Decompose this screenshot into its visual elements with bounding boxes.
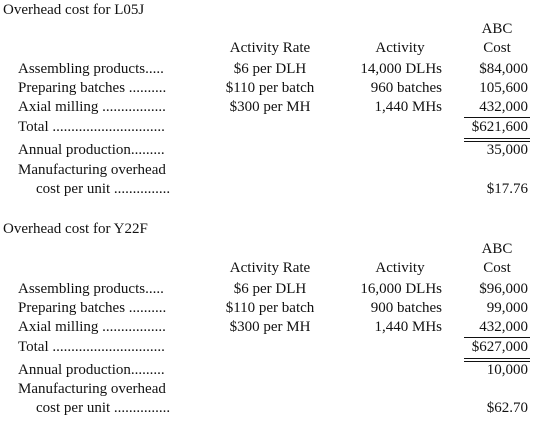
mfg-overhead-label: Manufacturing overhead xyxy=(18,381,166,397)
total-rule-lower xyxy=(464,141,530,142)
row-rate: $6 per DLH xyxy=(233,281,307,297)
total-rule-upper xyxy=(464,358,530,359)
row-cost: 99,000 xyxy=(486,300,528,316)
mfg-overhead-label: Manufacturing overhead xyxy=(18,162,166,178)
annual-production-value: 10,000 xyxy=(486,362,528,378)
row-cost: 105,600 xyxy=(479,80,528,96)
abc-header-line1: ABC xyxy=(481,21,513,37)
activity-header: Activity xyxy=(375,260,425,276)
annual-production-label: Annual production......... xyxy=(18,362,165,378)
row-activity: 1,440 MHs xyxy=(374,319,442,335)
total-label: Total .............................. xyxy=(18,119,165,135)
row-activity: 1,440 MHs xyxy=(374,99,442,115)
row-rate: $6 per DLH xyxy=(233,61,307,77)
total-rule-upper xyxy=(464,138,530,139)
section-title: Overhead cost for L05J xyxy=(3,2,145,18)
cost-per-unit-value: $17.76 xyxy=(486,181,528,197)
total-rule-lower xyxy=(464,361,530,362)
total-cost: $627,000 xyxy=(471,339,528,355)
activity-header: Activity xyxy=(375,40,425,56)
total-cost: $621,600 xyxy=(471,119,528,135)
activity-rate-header: Activity Rate xyxy=(229,260,311,276)
row-rate: $110 per batch xyxy=(225,80,315,96)
row-label-axial: Axial milling ................. xyxy=(18,319,166,335)
total-label: Total .............................. xyxy=(18,339,165,355)
annual-production-label: Annual production......... xyxy=(18,142,165,158)
section-title: Overhead cost for Y22F xyxy=(3,221,148,237)
subtotal-rule xyxy=(464,337,530,338)
row-cost: 432,000 xyxy=(479,319,528,335)
row-rate: $300 per MH xyxy=(229,319,311,335)
cost-per-unit-value: $62.70 xyxy=(486,400,528,416)
activity-rate-header: Activity Rate xyxy=(229,40,311,56)
row-label-preparing: Preparing batches .......... xyxy=(18,300,167,316)
row-activity: 16,000 DLHs xyxy=(360,281,442,297)
cost-per-unit-label: cost per unit ............... xyxy=(36,400,171,416)
row-cost: 432,000 xyxy=(479,99,528,115)
row-cost: $96,000 xyxy=(479,281,528,297)
row-label-assembling: Assembling products..... xyxy=(18,281,164,297)
abc-header-line2: Cost xyxy=(483,40,511,56)
row-rate: $300 per MH xyxy=(229,99,311,115)
row-cost: $84,000 xyxy=(479,61,528,77)
row-label-axial: Axial milling ................. xyxy=(18,99,166,115)
subtotal-rule xyxy=(464,117,530,118)
cost-per-unit-label: cost per unit ............... xyxy=(36,181,171,197)
row-rate: $110 per batch xyxy=(225,300,315,316)
row-label-preparing: Preparing batches .......... xyxy=(18,80,167,96)
row-activity: 960 batches xyxy=(370,80,442,96)
abc-header-line2: Cost xyxy=(483,260,511,276)
annual-production-value: 35,000 xyxy=(486,142,528,158)
abc-header-line1: ABC xyxy=(481,241,513,257)
row-activity: 14,000 DLHs xyxy=(360,61,442,77)
row-activity: 900 batches xyxy=(370,300,442,316)
row-label-assembling: Assembling products..... xyxy=(18,61,164,77)
